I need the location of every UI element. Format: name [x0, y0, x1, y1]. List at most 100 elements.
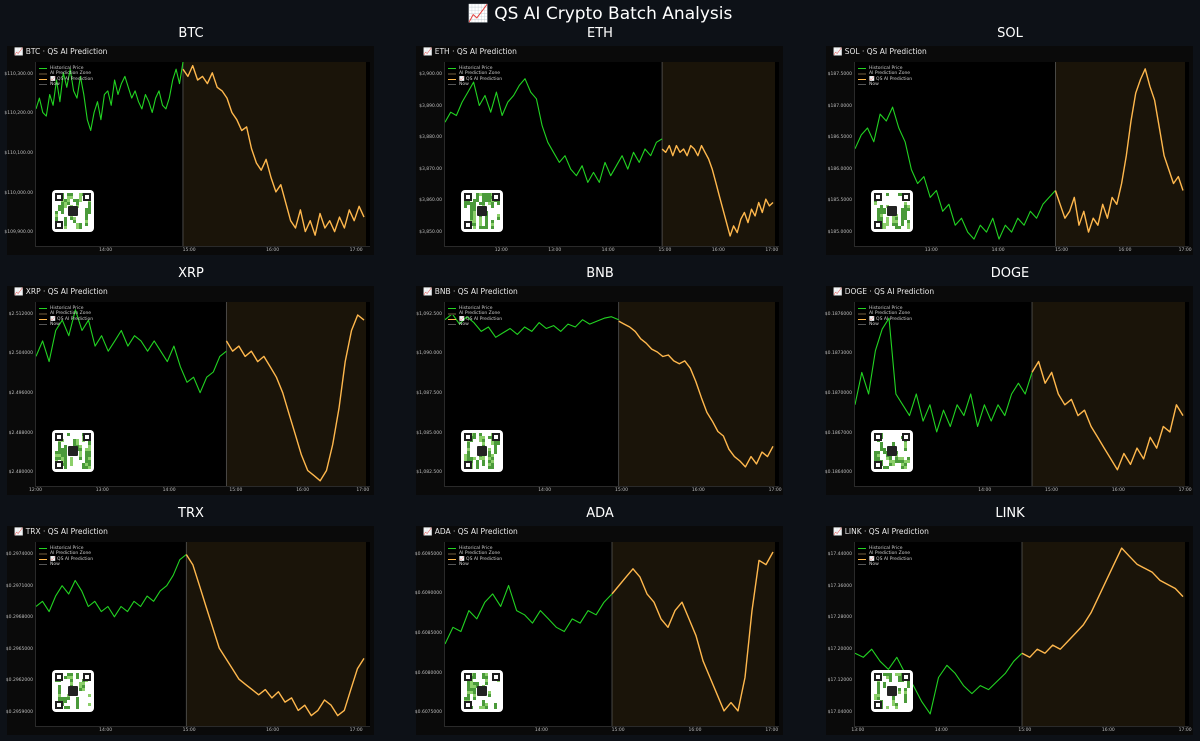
legend-item: Now	[858, 562, 912, 567]
prediction-line	[225, 314, 365, 482]
chart-subtitle: 📈 SOL · QS AI Prediction	[833, 47, 927, 56]
legend-swatch	[858, 78, 866, 80]
historical-price-line	[855, 106, 1056, 240]
x-tick-label: 15:00	[1055, 248, 1069, 253]
x-tick-label: 14:00	[934, 728, 948, 733]
x-tick-label: 17:00	[1178, 728, 1192, 733]
legend-swatch	[448, 73, 456, 75]
chart-panel: 📈 XRP · QS AI Prediction Historical Price…	[7, 286, 374, 495]
x-tick-label: 17:00	[356, 488, 370, 493]
legend-swatch	[448, 558, 456, 560]
chart-subtitle: 📈 BTC · QS AI Prediction	[14, 47, 108, 56]
legend-label: AI Prediction Zone	[50, 311, 92, 317]
qr-code	[461, 430, 503, 472]
chart-legend: Historical Price AI Prediction Zone 📈 QS A…	[858, 546, 912, 567]
x-tick-label: 14:00	[601, 248, 615, 253]
legend-item: Now	[858, 82, 912, 87]
legend-label: Now	[459, 321, 469, 327]
y-tick-label: $2.488000	[8, 430, 33, 436]
historical-price-line	[445, 313, 619, 338]
legend-swatch	[448, 563, 456, 566]
legend-item: Now	[448, 562, 502, 567]
chart-panel: 📈 TRX · QS AI Prediction Historical Price…	[6, 526, 374, 735]
legend-swatch	[39, 78, 47, 80]
line-chart	[445, 302, 775, 486]
y-tick-label: $0.6075000	[414, 710, 442, 716]
historical-price-line	[36, 309, 227, 394]
qr-logo	[887, 446, 897, 456]
line-chart	[445, 542, 775, 726]
historical-price-line	[855, 648, 1023, 715]
line-chart	[36, 542, 366, 726]
chart-title: BNB	[586, 266, 614, 281]
historical-price-line	[36, 62, 184, 132]
chart-title: ADA	[586, 506, 614, 521]
legend-item: 📈 QS AI Prediction	[39, 77, 93, 82]
legend-item: AI Prediction Zone	[448, 71, 502, 76]
legend-label: AI Prediction Zone	[459, 311, 501, 317]
legend-item: 📈 QS AI Prediction	[39, 317, 93, 322]
qr-code	[461, 190, 503, 232]
line-chart	[445, 62, 775, 246]
legend-swatch	[448, 547, 456, 550]
legend-swatch	[39, 547, 47, 550]
qr-code	[871, 430, 913, 472]
legend-label: Historical Price	[869, 66, 903, 71]
legend-label: 📈 QS AI Prediction	[50, 316, 94, 322]
y-tick-label: $0.1873000	[824, 351, 852, 357]
prediction-zone	[662, 62, 775, 246]
chart-panel: 📈 DOGE · QS AI Prediction Historical Pric…	[825, 286, 1193, 495]
legend-label: AI Prediction Zone	[459, 551, 501, 557]
x-tick-label: 15:00	[611, 728, 625, 733]
chart-title: LINK	[995, 506, 1025, 521]
x-tick-label: 17:00	[768, 488, 782, 493]
prediction-line	[1031, 360, 1184, 471]
legend-swatch	[39, 558, 47, 560]
y-tick-label: $0.2971000	[5, 583, 33, 589]
qr-logo	[477, 446, 487, 456]
x-tick-label: 17:00	[765, 728, 779, 733]
legend-label: Now	[869, 81, 879, 87]
y-tick-label: $0.6095000	[414, 551, 442, 557]
y-tick-label: $3,880.00	[419, 135, 442, 141]
legend-swatch	[448, 318, 456, 320]
qr-code	[461, 670, 503, 712]
x-tick-label: 13:00	[548, 248, 562, 253]
qr-code	[871, 190, 913, 232]
chart-subtitle: 📈 BNB · QS AI Prediction	[423, 287, 518, 296]
y-tick-label: $17.04000	[827, 710, 852, 716]
qr-code-image	[464, 673, 500, 709]
x-tick-label: 15:00	[1018, 728, 1032, 733]
prediction-zone	[226, 302, 366, 486]
prediction-zone	[182, 62, 366, 246]
line-chart	[36, 302, 366, 486]
legend-label: 📈 QS AI Prediction	[459, 76, 503, 82]
legend-item: Historical Price	[858, 546, 912, 551]
legend-item: Historical Price	[39, 546, 93, 551]
y-tick-label: $186.0000	[827, 166, 852, 172]
legend-item: Now	[39, 562, 93, 567]
legend-label: Now	[50, 561, 60, 567]
legend-item: 📈 QS AI Prediction	[448, 77, 502, 82]
x-tick-label: 15:00	[658, 248, 672, 253]
y-tick-label: $185.0000	[827, 230, 852, 236]
chart-title: SOL	[997, 26, 1023, 41]
x-tick-label: 13:00	[924, 248, 938, 253]
legend-swatch	[858, 318, 866, 320]
prediction-zone	[1055, 62, 1185, 246]
x-tick-label: 12:00	[29, 488, 42, 493]
legend-swatch	[858, 547, 866, 550]
qr-code-image	[874, 673, 910, 709]
legend-item: 📈 QS AI Prediction	[858, 77, 912, 82]
legend-item: Now	[858, 322, 912, 327]
y-tick-label: $0.2968000	[5, 615, 33, 621]
legend-label: Historical Price	[459, 546, 493, 551]
legend-item: AI Prediction Zone	[39, 311, 93, 316]
x-tick-label: 17:00	[765, 248, 779, 253]
legend-swatch	[39, 73, 47, 75]
y-tick-label: $17.28000	[827, 615, 852, 621]
y-tick-label: $3,860.00	[419, 198, 442, 204]
plot-area: Historical Price AI Prediction Zone 📈 QS A…	[854, 62, 1189, 247]
chart-legend: Historical Price AI Prediction Zone 📈 QS A…	[858, 66, 912, 87]
y-tick-label: $0.1867000	[824, 430, 852, 436]
